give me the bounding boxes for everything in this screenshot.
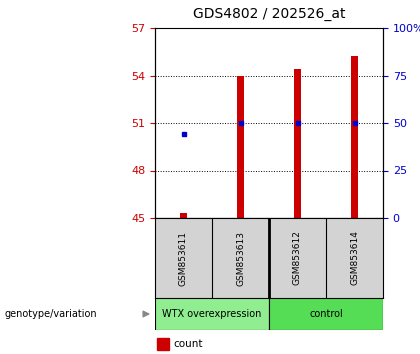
Text: control: control: [309, 309, 343, 319]
Text: count: count: [173, 339, 203, 349]
Bar: [180, 213, 187, 218]
Bar: [294, 69, 301, 218]
Text: GDS4802 / 202526_at: GDS4802 / 202526_at: [193, 7, 345, 21]
Text: GSM853614: GSM853614: [350, 230, 359, 285]
Bar: [351, 57, 358, 218]
Text: GSM853612: GSM853612: [293, 230, 302, 285]
Text: GSM853611: GSM853611: [179, 230, 188, 285]
Text: genotype/variation: genotype/variation: [4, 309, 97, 319]
Bar: [237, 75, 244, 218]
Bar: [155, 298, 269, 330]
Text: WTX overexpression: WTX overexpression: [162, 309, 262, 319]
Text: GSM853613: GSM853613: [236, 230, 245, 285]
Bar: [157, 338, 169, 350]
Bar: [269, 298, 383, 330]
